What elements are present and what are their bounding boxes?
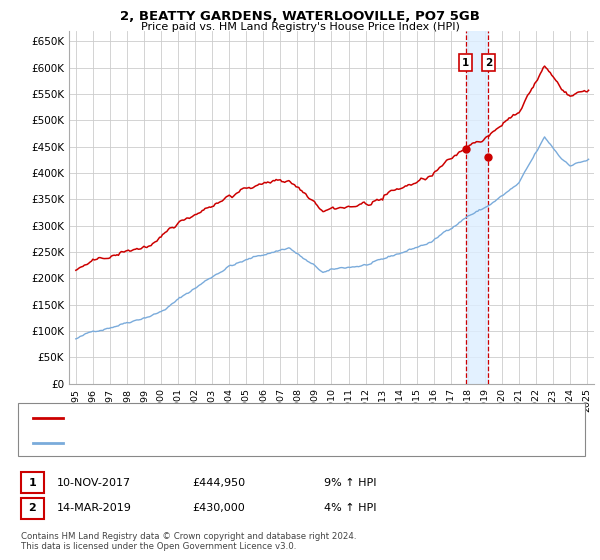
Text: £430,000: £430,000 — [192, 503, 245, 514]
Bar — [466, 31, 488, 384]
Text: Contains HM Land Registry data © Crown copyright and database right 2024.
This d: Contains HM Land Registry data © Crown c… — [21, 532, 356, 552]
Text: 1: 1 — [29, 478, 36, 488]
Text: 9% ↑ HPI: 9% ↑ HPI — [324, 478, 377, 488]
Text: 2: 2 — [485, 58, 492, 68]
Text: 2: 2 — [29, 503, 36, 514]
Text: 1: 1 — [462, 58, 469, 68]
Text: £444,950: £444,950 — [192, 478, 245, 488]
Text: 14-MAR-2019: 14-MAR-2019 — [57, 503, 132, 514]
Text: 2, BEATTY GARDENS, WATERLOOVILLE, PO7 5GB: 2, BEATTY GARDENS, WATERLOOVILLE, PO7 5G… — [120, 10, 480, 23]
Text: Price paid vs. HM Land Registry's House Price Index (HPI): Price paid vs. HM Land Registry's House … — [140, 22, 460, 32]
Text: 10-NOV-2017: 10-NOV-2017 — [57, 478, 131, 488]
Text: 4% ↑ HPI: 4% ↑ HPI — [324, 503, 377, 514]
Text: HPI: Average price, detached house, Havant: HPI: Average price, detached house, Hava… — [69, 438, 299, 448]
Text: 2, BEATTY GARDENS, WATERLOOVILLE, PO7 5GB (detached house): 2, BEATTY GARDENS, WATERLOOVILLE, PO7 5G… — [69, 413, 415, 423]
